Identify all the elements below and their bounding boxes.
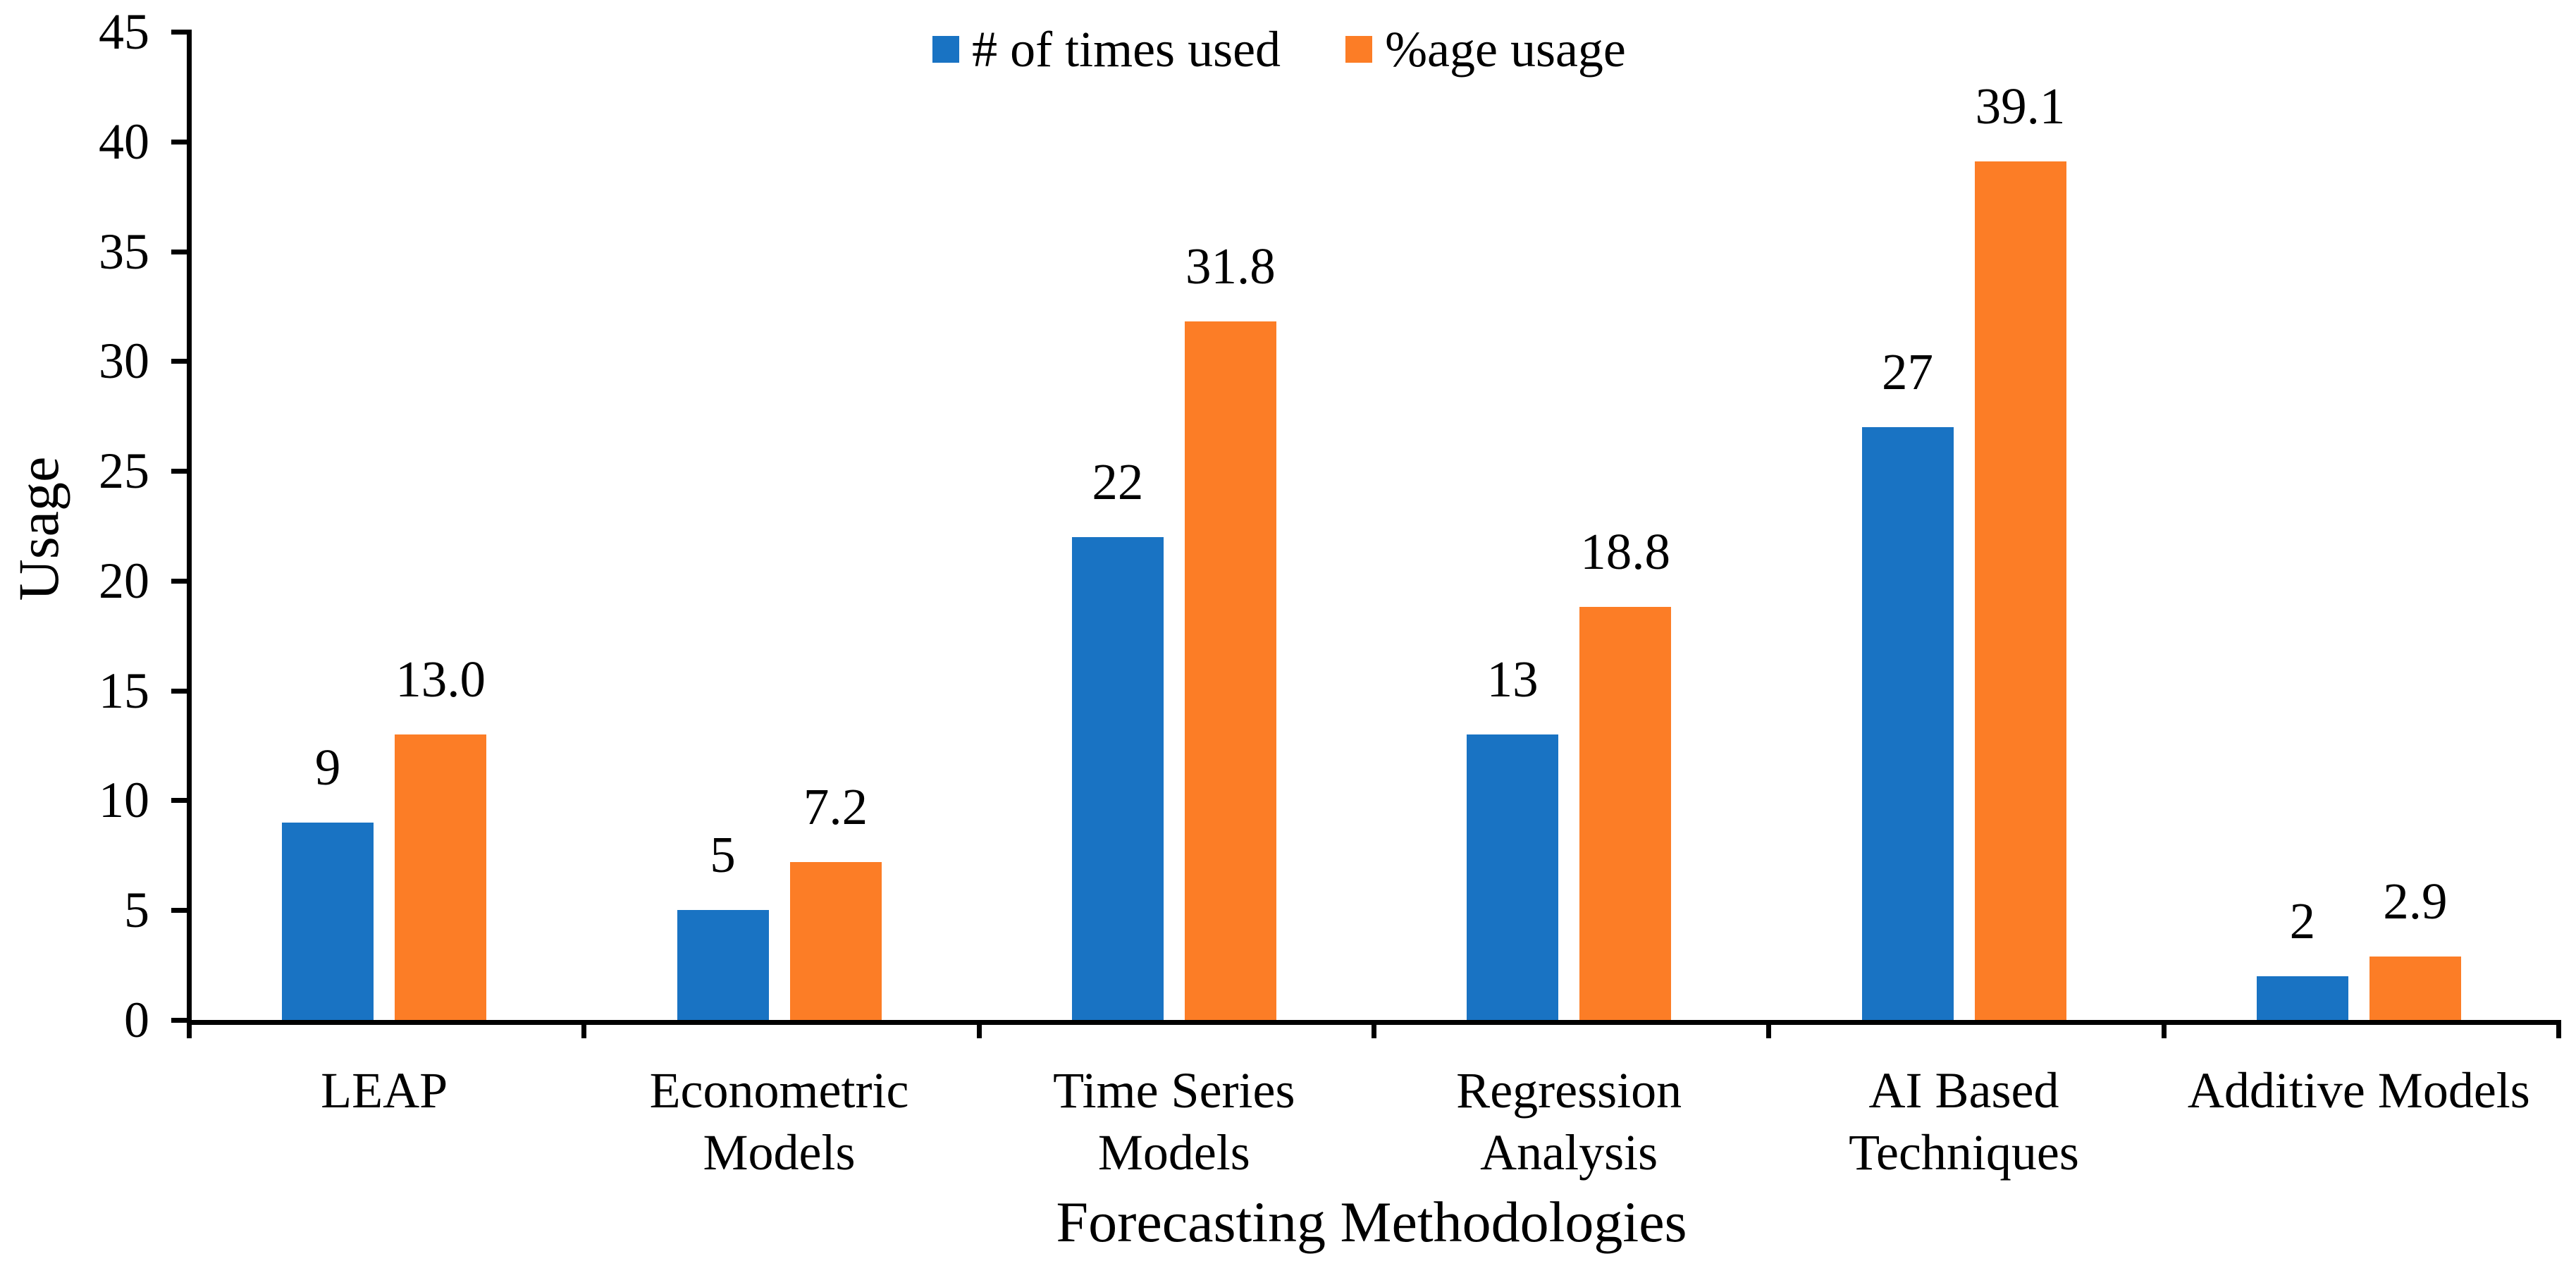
y-tick-label: 5 <box>124 882 149 939</box>
y-tick-label: 15 <box>99 662 149 719</box>
y-tick <box>171 798 187 804</box>
bar-pct-usage <box>2369 956 2461 1020</box>
bar-value-label: 2 <box>2289 892 2316 949</box>
y-tick-label: 0 <box>124 992 149 1048</box>
bar-value-label: 18.8 <box>1580 523 1671 581</box>
bar-value-label: 39.1 <box>1975 77 2066 135</box>
y-tick <box>171 139 187 144</box>
x-category-label: LEAP <box>321 1062 448 1119</box>
y-tick-label: 45 <box>99 4 149 60</box>
y-tick <box>171 688 187 694</box>
x-tick <box>2161 1020 2167 1038</box>
bar-pct-usage <box>1974 161 2066 1020</box>
bar-times-used <box>1467 734 1559 1020</box>
y-tick-label: 10 <box>99 772 149 829</box>
chart-legend: # of times used %age usage <box>0 16 2558 82</box>
bar-value-label: 31.8 <box>1185 238 1276 295</box>
bar-value-label: 2.9 <box>2383 872 2448 930</box>
bar-value-label: 7.2 <box>803 777 868 835</box>
x-tick <box>581 1020 587 1038</box>
x-tick <box>187 1020 192 1038</box>
y-tick-label: 35 <box>99 223 149 280</box>
bar-times-used <box>2256 976 2348 1020</box>
bar-value-label: 22 <box>1092 453 1144 510</box>
y-tick <box>171 359 187 364</box>
legend-label: # of times used <box>972 20 1281 78</box>
y-tick <box>171 249 187 254</box>
x-category-label: AI Based Techniques <box>1849 1062 2079 1181</box>
legend-swatch-icon <box>932 35 960 63</box>
bar-value-label: 9 <box>314 738 341 796</box>
y-tick <box>171 1018 187 1023</box>
x-category-label: Econometric Models <box>649 1062 909 1181</box>
y-tick <box>171 469 187 474</box>
x-tick <box>1372 1020 1376 1038</box>
y-tick-label: 20 <box>99 552 149 609</box>
y-tick <box>171 908 187 914</box>
x-category-label: Regression Analysis <box>1456 1062 1682 1181</box>
bar-times-used <box>1071 536 1164 1020</box>
bar-times-used <box>282 822 374 1020</box>
legend-label: %age usage <box>1385 20 1626 78</box>
x-category-label: Additive Models <box>2187 1062 2530 1119</box>
x-tick <box>1766 1020 1772 1038</box>
y-axis-line <box>187 30 192 1025</box>
y-tick-label: 30 <box>99 333 149 390</box>
x-axis-title: Forecasting Methodologies <box>1056 1190 1687 1254</box>
x-category-label: Time Series Models <box>1053 1062 1295 1181</box>
bar-value-label: 5 <box>710 826 736 884</box>
bar-value-label: 13 <box>1486 650 1539 708</box>
legend-item: %age usage <box>1345 20 1626 79</box>
y-tick <box>171 578 187 584</box>
x-tick <box>976 1020 982 1038</box>
bar-value-label: 13.0 <box>395 650 486 708</box>
legend-swatch-icon <box>1345 35 1373 63</box>
bar-pct-usage <box>789 861 882 1020</box>
bar-pct-usage <box>395 734 487 1020</box>
legend-item: # of times used <box>932 20 1281 79</box>
y-tick-label: 25 <box>99 443 149 500</box>
bar-pct-usage <box>1184 321 1276 1020</box>
y-tick-label: 40 <box>99 113 149 170</box>
bar-times-used <box>677 910 769 1020</box>
x-tick <box>2556 1020 2561 1038</box>
bar-value-label: 27 <box>1882 343 1933 400</box>
bar-times-used <box>1861 426 1954 1020</box>
y-tick <box>171 30 187 35</box>
bar-pct-usage <box>1579 607 1672 1020</box>
